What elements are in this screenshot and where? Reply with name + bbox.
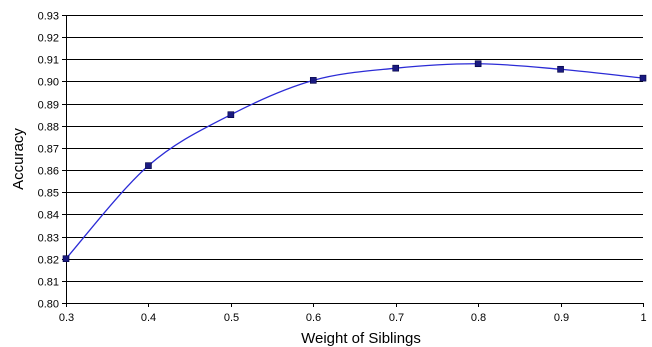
series-line — [65, 63, 644, 260]
y-tick-label: 0.83 — [38, 233, 59, 245]
x-tick-label: 0.8 — [471, 312, 486, 324]
x-tick-label: 0.6 — [306, 312, 321, 324]
x-tick-label: 0.5 — [224, 312, 239, 324]
data-point-marker — [309, 77, 317, 84]
data-point-marker — [227, 111, 235, 118]
y-tick-label: 0.81 — [38, 277, 59, 289]
y-tick-label: 0.84 — [38, 210, 59, 222]
y-tick-label: 0.82 — [38, 255, 59, 267]
x-axis-title: Weight of Siblings — [301, 330, 421, 347]
y-tick-label: 0.80 — [38, 299, 59, 311]
data-point-marker — [62, 255, 70, 262]
y-tick-labels: 0.80 0.81 0.82 0.83 0.84 0.85 0.86 0.87 0.88 0.89… — [38, 11, 59, 311]
x-tick-label: 0.9 — [554, 312, 569, 324]
data-point-marker — [557, 65, 564, 73]
y-tick-label: 0.87 — [38, 144, 59, 156]
gridlines — [66, 15, 643, 304]
y-axis-title: Accuracy — [10, 128, 27, 190]
y-tick-label: 0.88 — [38, 122, 59, 134]
data-point-marker — [474, 60, 482, 68]
x-tick-label: 0.4 — [141, 312, 156, 324]
y-tick-label: 0.86 — [38, 166, 59, 178]
y-tick-label: 0.85 — [38, 188, 59, 200]
y-tick-label: 0.91 — [38, 55, 59, 67]
x-tick-labels: 0.3 0.4 0.5 0.6 0.7 0.8 0.9 1 — [59, 312, 647, 324]
x-tick-label: 0.7 — [389, 312, 404, 324]
y-tick-label: 0.93 — [38, 11, 59, 23]
y-tick-label: 0.92 — [38, 33, 59, 45]
axes — [62, 15, 644, 307]
data-point-marker — [392, 64, 400, 72]
series-group — [62, 60, 647, 262]
x-tick-label: 1 — [640, 312, 646, 324]
x-tick-label: 0.3 — [59, 312, 74, 324]
y-tick-label: 0.89 — [38, 100, 59, 112]
data-point-marker — [145, 162, 152, 169]
data-point-marker — [639, 74, 647, 82]
y-tick-label: 0.90 — [38, 77, 59, 89]
